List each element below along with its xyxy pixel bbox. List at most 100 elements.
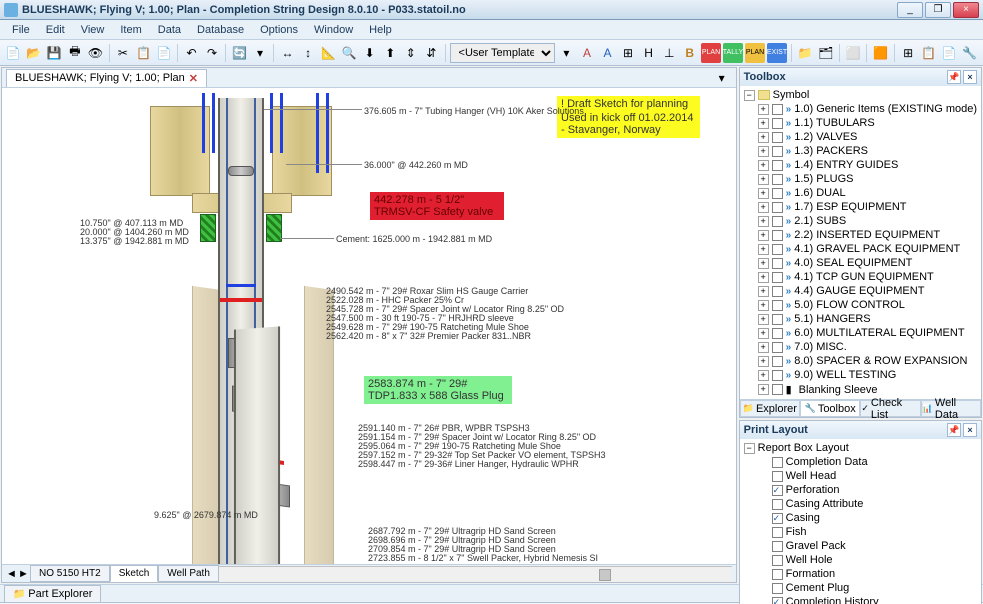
checkbox[interactable] (772, 471, 783, 482)
expand-icon[interactable]: + (758, 384, 769, 395)
checkbox[interactable] (772, 314, 783, 325)
horizontal-scrollbar[interactable] (219, 566, 732, 582)
dropdown-icon[interactable]: ▾ (251, 43, 270, 63)
expand-icon[interactable]: − (744, 90, 755, 101)
menu-view[interactable]: View (73, 22, 113, 38)
checkbox[interactable] (772, 286, 783, 297)
tree-item[interactable]: Well Hole (742, 553, 979, 567)
expand-icon[interactable]: + (758, 356, 769, 367)
tab-toolbox[interactable]: 🔧 Toolbox (800, 400, 860, 417)
anchor-icon[interactable]: ⊥ (660, 43, 679, 63)
tree-item[interactable]: +»6.0) MULTILATERAL EQUIPMENT (742, 326, 979, 340)
tree-item[interactable]: +»7.0) MISC. (742, 340, 979, 354)
checkbox[interactable] (772, 244, 783, 255)
font-a-icon[interactable]: A (578, 43, 597, 63)
checkbox[interactable] (772, 118, 783, 129)
grid-icon[interactable]: ⊞ (619, 43, 638, 63)
height-icon[interactable]: ↕ (299, 43, 318, 63)
checkbox[interactable] (772, 597, 783, 604)
checkbox[interactable] (772, 230, 783, 241)
template-select[interactable]: <User Template> (450, 43, 556, 63)
close-icon[interactable]: × (963, 70, 977, 84)
tree-item[interactable]: +»8.0) SPACER & ROW EXPANSION (742, 354, 979, 368)
copy-icon[interactable]: 📋 (134, 43, 153, 63)
checkbox[interactable] (772, 258, 783, 269)
pin-icon[interactable]: 📌 (947, 70, 961, 84)
tree-item[interactable]: +»5.1) HANGERS (742, 312, 979, 326)
tree-item[interactable]: +»1.5) PLUGS (742, 172, 979, 186)
toolbox-tree[interactable]: − Symbol +»1.0) Generic Items (EXISTING … (740, 86, 981, 399)
close-button[interactable]: × (953, 2, 979, 18)
checkbox[interactable] (772, 146, 783, 157)
menu-item[interactable]: Item (112, 22, 149, 38)
tree-root[interactable]: − Symbol (742, 88, 979, 102)
expand-icon[interactable]: + (758, 328, 769, 339)
checkbox[interactable] (772, 513, 783, 524)
tree-item[interactable]: Cement Plug (742, 581, 979, 595)
new-icon[interactable]: 📄 (4, 43, 23, 63)
expand-icon[interactable]: + (758, 118, 769, 129)
checkbox[interactable] (772, 583, 783, 594)
part-explorer-tab[interactable]: 📁 Part Explorer (4, 585, 101, 603)
minimize-button[interactable]: _ (897, 2, 923, 18)
tree-item[interactable]: Gravel Pack (742, 539, 979, 553)
list-icon[interactable]: 📋 (919, 43, 938, 63)
tree-item[interactable]: Formation (742, 567, 979, 581)
menu-data[interactable]: Data (150, 22, 189, 38)
tree-item[interactable]: +»4.1) GRAVEL PACK EQUIPMENT (742, 242, 979, 256)
tree-item[interactable]: +»4.4) GAUGE EQUIPMENT (742, 284, 979, 298)
checkbox[interactable] (772, 216, 783, 227)
printlayout-tree[interactable]: − Report Box Layout Completion DataWell … (740, 439, 981, 604)
checkbox[interactable] (772, 555, 783, 566)
plan2-icon[interactable]: PLAN (745, 43, 765, 63)
tree-item[interactable]: +»9.0) WELL TESTING (742, 368, 979, 382)
expand-icon[interactable]: + (758, 300, 769, 311)
expand-icon[interactable]: + (758, 160, 769, 171)
expand-icon[interactable]: + (758, 174, 769, 185)
sketch-canvas[interactable]: ! Draft Sketch for planning phase DG2 Us… (2, 88, 736, 564)
tab-checklist[interactable]: ✓ Check List (860, 400, 920, 417)
tree-item[interactable]: +»1.7) ESP EQUIPMENT (742, 200, 979, 214)
checkbox[interactable] (772, 384, 783, 395)
tree-item[interactable]: +»1.4) ENTRY GUIDES (742, 158, 979, 172)
menu-database[interactable]: Database (189, 22, 252, 38)
expand-icon[interactable]: + (758, 286, 769, 297)
cut-icon[interactable]: ✂ (114, 43, 133, 63)
tree-item[interactable]: Fish (742, 525, 979, 539)
grid2-icon[interactable]: ⊞ (899, 43, 918, 63)
dropdown2-icon[interactable]: ▾ (557, 43, 576, 63)
preview-icon[interactable]: 👁 (86, 43, 105, 63)
tool-icon[interactable]: 🔧 (961, 43, 980, 63)
b-icon[interactable]: B (680, 43, 699, 63)
checkbox[interactable] (772, 174, 783, 185)
paste-icon[interactable]: 📄 (155, 43, 174, 63)
checkbox[interactable] (772, 457, 783, 468)
tab-sketch[interactable]: Sketch (110, 565, 159, 582)
tree-item[interactable]: +»1.6) DUAL (742, 186, 979, 200)
tree-item[interactable]: +»1.3) PACKERS (742, 144, 979, 158)
expand-icon[interactable]: + (758, 370, 769, 381)
expand-icon[interactable]: + (758, 216, 769, 227)
tree-item[interactable]: Casing Attribute (742, 497, 979, 511)
expand-icon[interactable]: + (758, 342, 769, 353)
tree-item[interactable]: +»2.2) INSERTED EQUIPMENT (742, 228, 979, 242)
pin-icon[interactable]: 📌 (947, 423, 961, 437)
tree-item[interactable]: Completion Data (742, 455, 979, 469)
maximize-button[interactable]: ❐ (925, 2, 951, 18)
plan-icon[interactable]: PLAN (701, 43, 721, 63)
save-icon[interactable]: 💾 (45, 43, 64, 63)
tally-icon[interactable]: TALLY (723, 43, 743, 63)
up-icon[interactable]: ⬆ (381, 43, 400, 63)
menu-help[interactable]: Help (361, 22, 400, 38)
checkbox[interactable] (772, 272, 783, 283)
expand-icon[interactable]: + (758, 272, 769, 283)
tab-wellpath[interactable]: Well Path (158, 565, 219, 582)
expand-icon[interactable]: + (758, 202, 769, 213)
checkbox[interactable] (772, 342, 783, 353)
expand-icon[interactable]: + (758, 314, 769, 325)
tree-item[interactable]: Completion History (742, 595, 979, 604)
tree-item[interactable]: +»1.1) TUBULARS (742, 116, 979, 130)
checkbox[interactable] (772, 527, 783, 538)
expand-icon[interactable]: + (758, 258, 769, 269)
checkbox[interactable] (772, 499, 783, 510)
